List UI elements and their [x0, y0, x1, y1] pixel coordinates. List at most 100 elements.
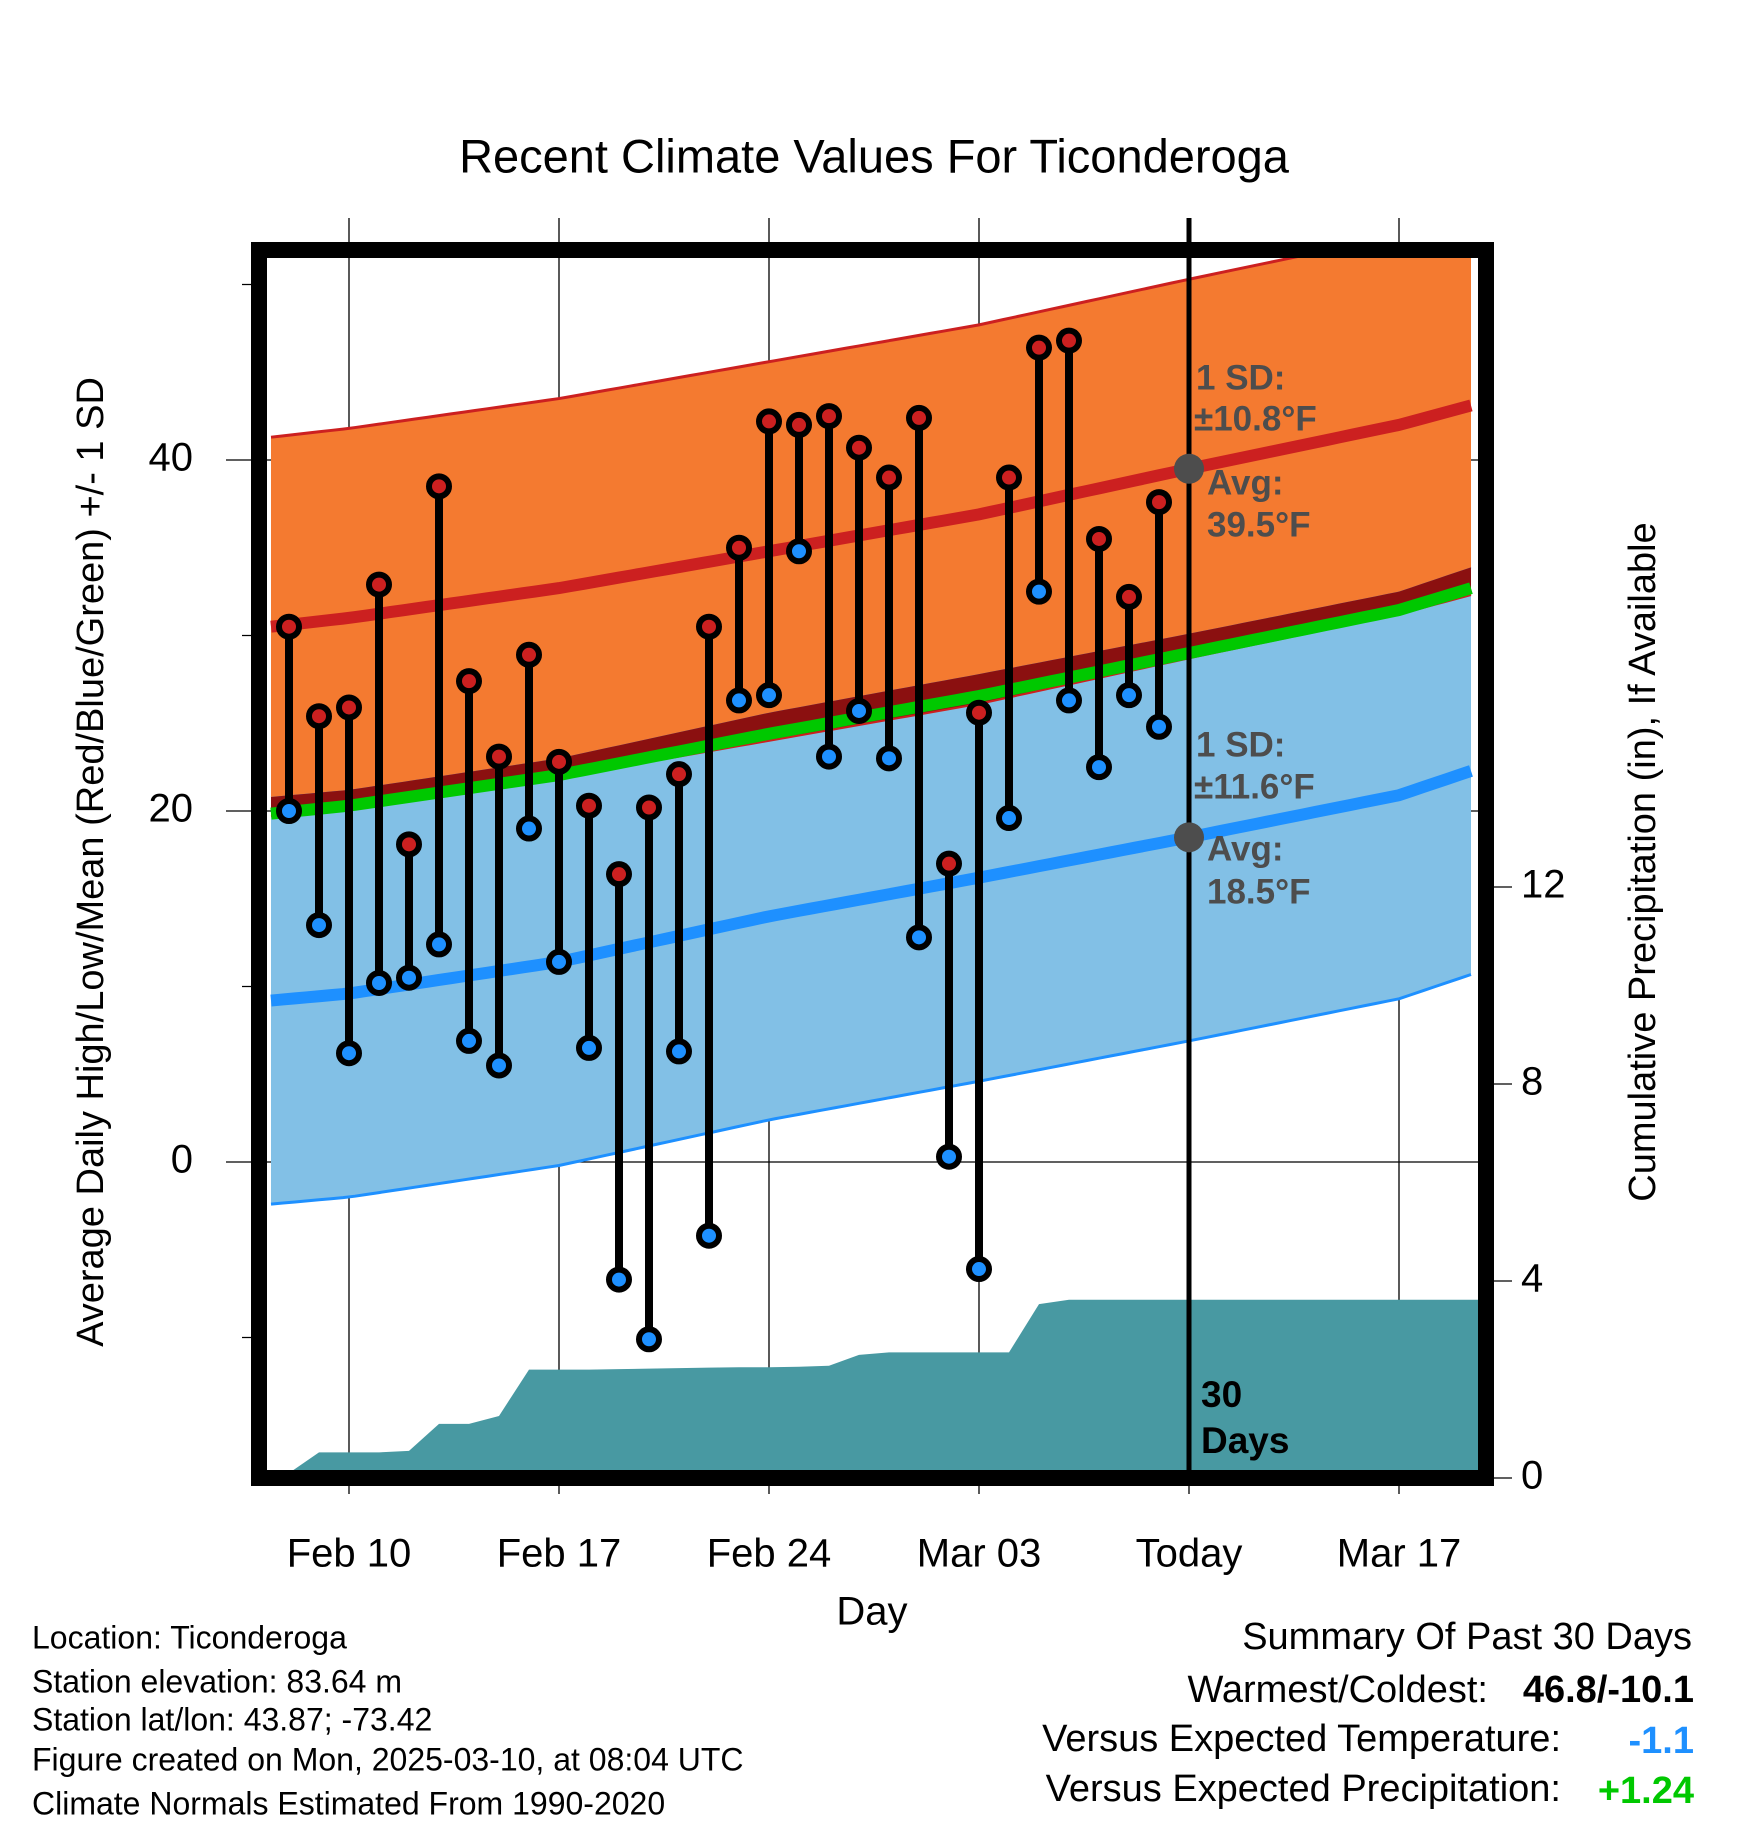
daily-range-feb-22 [696, 613, 722, 1249]
low-point [276, 798, 302, 824]
high-point [816, 403, 842, 430]
low-point [336, 1040, 362, 1067]
low-point [1116, 682, 1142, 709]
high-point [636, 794, 662, 821]
high-sd-upper-edge [270, 258, 1298, 439]
low-avg-label: Avg: [1207, 829, 1283, 868]
daily-range-feb-25 [786, 411, 812, 565]
daily-range-feb-26 [816, 403, 842, 770]
info-normals: Climate Normals Estimated From 1990-2020 [32, 1785, 665, 1821]
daily-range-mar-07 [1086, 525, 1112, 781]
high-point [786, 411, 812, 438]
high-point [936, 850, 962, 877]
low-point [906, 924, 932, 951]
y-tick-label: 0 [171, 1138, 193, 1182]
daily-range-feb-19 [606, 861, 632, 1293]
daily-range-mar-06 [1056, 327, 1082, 714]
axes: Feb 10 Feb 17 Feb 24 Mar 03 Today Mar 1740200… [149, 436, 1566, 1576]
high-sd-label: 1 SD: [1196, 358, 1285, 397]
low-point [1086, 754, 1112, 781]
sd-overlap-band [271, 567, 1471, 817]
normal-high-today-marker [1174, 453, 1204, 484]
daily-range-mar-05 [1026, 334, 1052, 605]
plot-frame [251, 242, 1494, 1486]
daily-range-feb-27 [846, 434, 872, 724]
low-sd-label: 1 SD: [1196, 725, 1285, 764]
precip-departure-value: +1.24 [1598, 1770, 1694, 1812]
high-point [426, 473, 452, 500]
high-point [546, 748, 572, 775]
y-tick-label: 20 [149, 787, 194, 831]
warmest-coldest-value: 46.8/-10.1 [1523, 1669, 1694, 1711]
low-point [366, 969, 392, 996]
low-point [816, 743, 842, 770]
x-tick-label: Feb 24 [707, 1532, 832, 1576]
daily-range-feb-24 [756, 408, 782, 709]
daily-range-feb-10 [336, 694, 362, 1067]
station-info: Location: Ticonderoga Station elevation:… [32, 1619, 744, 1821]
high-point [336, 694, 362, 721]
high-point [1146, 489, 1172, 516]
high-point [846, 434, 872, 461]
high-point [966, 699, 992, 726]
low-sd-lower-edge [270, 973, 1472, 1206]
x-tick-label: Feb 10 [287, 1532, 412, 1576]
high-point [486, 743, 512, 770]
days-word: Days [1201, 1420, 1289, 1461]
low-point [1146, 713, 1172, 740]
high-point [306, 703, 332, 730]
high-point [456, 668, 482, 695]
low-point [606, 1266, 632, 1293]
low-sd-value: ±11.6°F [1194, 767, 1315, 806]
daily-range-feb-15 [486, 743, 512, 1079]
info-latlon: Station lat/lon: 43.87; -73.42 [32, 1701, 432, 1737]
daily-range-feb-23 [726, 534, 752, 714]
normal-high-line [270, 399, 1473, 633]
daily-range-mar-03 [966, 699, 992, 1283]
daily-range-feb-11 [366, 571, 392, 996]
high-point [1026, 334, 1052, 361]
low-point [726, 687, 752, 714]
warmest-coldest-label: Warmest/Coldest: [1187, 1669, 1488, 1711]
low-point [966, 1256, 992, 1283]
low-point [696, 1222, 722, 1249]
low-point [756, 682, 782, 709]
y2-axis-label: Cumulative Precipitation (in), If Availa… [1622, 522, 1664, 1201]
y2-tick-label: 4 [1521, 1257, 1543, 1301]
summary-title: Summary Of Past 30 Days [1242, 1616, 1692, 1658]
precip-departure-label: Versus Expected Precipitation: [1046, 1768, 1561, 1810]
high-point [726, 534, 752, 561]
y-axis-label: Average Daily High/Low/Mean (Red/Blue/Gr… [70, 377, 112, 1347]
daily-range-mar-01 [906, 404, 932, 951]
low-point [996, 805, 1022, 832]
high-point [906, 404, 932, 431]
daily-range-mar-02 [936, 850, 962, 1170]
daily-range-feb-21 [666, 761, 692, 1065]
x-tick-label: Feb 17 [497, 1532, 622, 1576]
low-point [1026, 578, 1052, 605]
daily-range-feb-17 [546, 748, 572, 975]
high-point [1116, 583, 1142, 610]
high-point [366, 571, 392, 598]
low-point [666, 1038, 692, 1065]
low-point [546, 948, 572, 975]
daily-range-mar-08 [1116, 583, 1142, 709]
high-point [276, 613, 302, 640]
low-point [516, 815, 542, 842]
daily-range-mar-09 [1146, 489, 1172, 740]
daily-range-feb-20 [636, 794, 662, 1353]
daily-range-feb-28 [876, 464, 902, 772]
info-location: Location: Ticonderoga [32, 1619, 347, 1655]
high-point [606, 861, 632, 888]
high-point [1056, 327, 1082, 354]
low-point [876, 745, 902, 772]
daily-range-feb-18 [576, 792, 602, 1061]
high-point [756, 408, 782, 435]
low-point [786, 538, 812, 565]
high-avg-label: Avg: [1207, 463, 1283, 502]
low-avg-value: 18.5°F [1207, 872, 1311, 911]
low-point [396, 964, 422, 991]
x-tick-label: Mar 03 [917, 1532, 1042, 1576]
normal-low-today-marker [1174, 822, 1204, 853]
